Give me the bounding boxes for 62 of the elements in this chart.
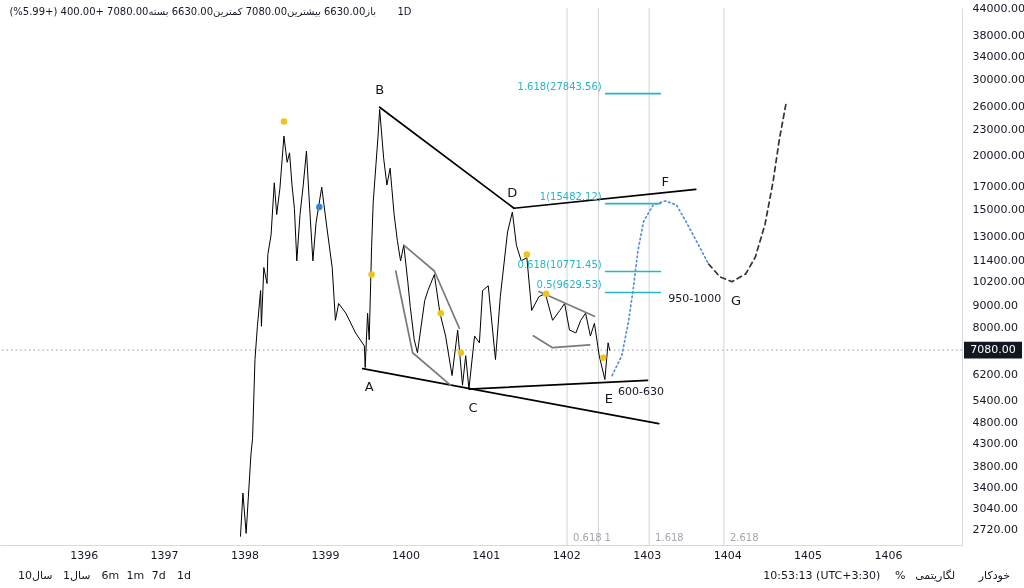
y-tick-label: 3800.00: [972, 460, 1018, 474]
y-tick-label: 34000.00: [972, 49, 1024, 63]
chart-subtitle: باز6630.00 بیشترین7080.00 کمترین6630.00 بسته7080.00 +400.00 (+5.99%): [9, 6, 376, 17]
y-tick-label: 13000.00: [972, 229, 1024, 243]
x-tick-label: 1400: [391, 548, 420, 562]
x-tick-label: 1402: [552, 548, 581, 562]
annotation: A: [364, 378, 374, 394]
annotation: 600-630: [618, 384, 665, 398]
annotation: C: [468, 400, 478, 416]
text: 10سال: [18, 569, 53, 582]
y-tick-label: 4800.00: [972, 416, 1018, 430]
annotation: 2.618: [729, 531, 759, 543]
y-tick-label: 11400.00: [972, 254, 1024, 268]
y-tick-label: 44000.00: [972, 1, 1024, 15]
series-label: 0.5(9629.53): [536, 279, 602, 291]
x-tick-label: 1401: [472, 548, 501, 562]
annotation: 1: [604, 531, 611, 543]
y-tick-label: 3040.00: [972, 501, 1018, 515]
x-tick-label: 1399: [311, 548, 340, 562]
y-tick-label: 9000.00: [972, 298, 1018, 312]
x-tick-label: 1406: [874, 548, 903, 562]
text: 6m: [101, 569, 120, 582]
y-tick-label: 2720.00: [972, 522, 1018, 536]
x-tick-label: 1404: [713, 548, 742, 562]
annotation: F: [661, 173, 669, 189]
ref-line-label: 7080.00: [970, 343, 1016, 357]
y-tick-label: 20000.00: [972, 149, 1024, 163]
text: خودکار: [977, 569, 1011, 582]
y-tick-label: 17000.00: [972, 179, 1024, 193]
annotation: 0.618: [573, 531, 602, 543]
y-tick-label: 3400.00: [972, 480, 1018, 494]
x-tick-label: 1396: [70, 548, 99, 562]
series-label: 1(15482.12): [539, 190, 602, 202]
y-tick-label: 38000.00: [972, 28, 1024, 42]
text: 1m: [126, 569, 145, 582]
text: 7d: [151, 569, 166, 582]
y-tick-label: 8000.00: [972, 320, 1018, 334]
annotation: B: [375, 82, 385, 98]
y-tick-label: 4300.00: [972, 436, 1018, 450]
annotation: E: [604, 390, 613, 406]
x-tick-label: 1405: [794, 548, 823, 562]
x-tick-label: 1398: [231, 548, 260, 562]
text: %: [895, 569, 906, 582]
annotation: G: [730, 292, 741, 308]
text: لگاریتمی: [915, 569, 956, 582]
y-tick-label: 6200.00: [972, 368, 1018, 382]
text: 1سال: [63, 569, 91, 582]
chart-title: 1D: [397, 6, 412, 17]
x-tick-label: 1403: [633, 548, 662, 562]
y-tick-label: 23000.00: [972, 122, 1024, 136]
text: 1d: [177, 569, 191, 582]
y-tick-label: 5400.00: [972, 394, 1018, 408]
annotation: D: [507, 185, 518, 201]
y-tick-label: 10200.00: [972, 275, 1024, 289]
annotation: 950-1000: [668, 292, 722, 306]
y-tick-label: 30000.00: [972, 73, 1024, 87]
x-tick-label: 1397: [150, 548, 179, 562]
y-tick-label: 26000.00: [972, 100, 1024, 114]
annotation: 1.618: [655, 531, 684, 543]
text: 10:53:13 (UTC+3:30): [763, 569, 881, 582]
series-label: 1.618(27843.56): [517, 80, 602, 92]
y-tick-label: 15000.00: [972, 203, 1024, 216]
